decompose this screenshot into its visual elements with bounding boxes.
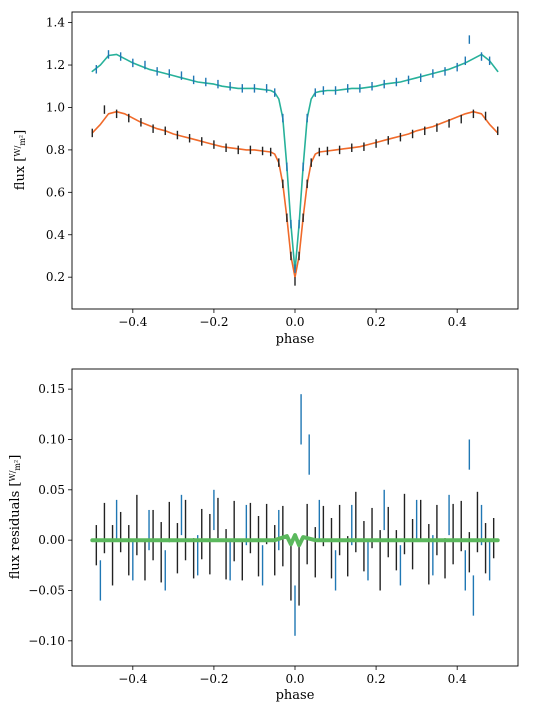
flux-y-tick-label: 1.2 — [46, 58, 65, 72]
flux-y-tick-label: 0.4 — [46, 228, 65, 242]
flux-y-axis-label: flux [W/m²] — [13, 130, 28, 190]
flux-y-ticks: 0.2 0.4 0.6 0.8 1.0 1.2 1.4 — [46, 16, 72, 284]
flux-y-tick-label: 1.0 — [46, 100, 65, 114]
flux-x-tick-label: −0.2 — [199, 315, 228, 329]
residuals-y-axis-unit-den: m² — [13, 460, 22, 471]
residuals-y-ticks: −0.10 −0.05 0.00 0.05 0.10 0.15 — [28, 382, 72, 648]
residuals-y-axis-quantity: flux residuals — [8, 491, 23, 580]
residuals-x-tick-label: 0.2 — [367, 672, 386, 686]
flux-series-2 — [95, 35, 491, 273]
residuals-y-tick-label: 0.00 — [38, 533, 65, 547]
residuals-y-tick-label: −0.05 — [28, 583, 65, 597]
residuals-x-axis-label: phase — [276, 688, 315, 703]
flux-x-tick-label: 0.0 — [285, 315, 304, 329]
residuals-series-0 — [95, 491, 495, 606]
residuals-y-axis-label: flux residuals [W/m²] — [8, 455, 23, 580]
residuals-series-layer — [90, 394, 500, 636]
residuals-x-tick-label: −0.4 — [118, 672, 148, 686]
residuals-x-tick-label: −0.2 — [199, 672, 228, 686]
residuals-x-tick-label: 0.0 — [285, 672, 304, 686]
flux-panel: −0.4 −0.2 0.0 0.2 0.4 0.20.40.60.81.01.21.4 … — [13, 11, 519, 347]
flux-series-layer — [91, 35, 499, 286]
residuals-x-ticks: −0.4 −0.2 0.0 0.2 0.4 — [118, 666, 467, 686]
residuals-y-tick-label: 0.05 — [38, 483, 65, 497]
flux-x-ticks: −0.4 −0.2 0.0 0.2 0.4 — [118, 309, 467, 329]
residuals-y-tick-label: −0.10 — [28, 634, 65, 648]
flux-x-axis-label: phase — [276, 332, 315, 347]
residuals-series-2 — [90, 533, 500, 548]
flux-y-axis-unit-den: m² — [18, 135, 27, 146]
flux-y-tick-label: 0.6 — [46, 185, 65, 199]
residuals-model-residual-line — [90, 533, 500, 548]
residuals-panel: −0.4 −0.2 0.0 0.2 0.4 −0.10 −0.05 0.00 0.05 0.10… — [8, 368, 519, 703]
residuals-y-axis-unit-num: W — [8, 473, 17, 482]
flux-x-tick-label: −0.4 — [118, 315, 148, 329]
flux-y-tick-label: 0.8 — [46, 143, 65, 157]
residuals-y-tick-label: 0.15 — [38, 382, 65, 396]
flux-series-3 — [91, 105, 499, 286]
flux-x-tick-label: 0.2 — [367, 315, 386, 329]
flux-y-axis-unit-num: W — [13, 148, 22, 157]
flux-y-tick-label: 1.4 — [46, 16, 65, 30]
flux-y-axis-quantity: flux — [13, 165, 28, 190]
flux-x-tick-label: 0.4 — [448, 315, 467, 329]
residuals-y-tick-label: 0.10 — [38, 432, 65, 446]
residuals-x-tick-label: 0.4 — [448, 672, 467, 686]
flux-y-tick-label: 0.2 — [46, 270, 65, 284]
